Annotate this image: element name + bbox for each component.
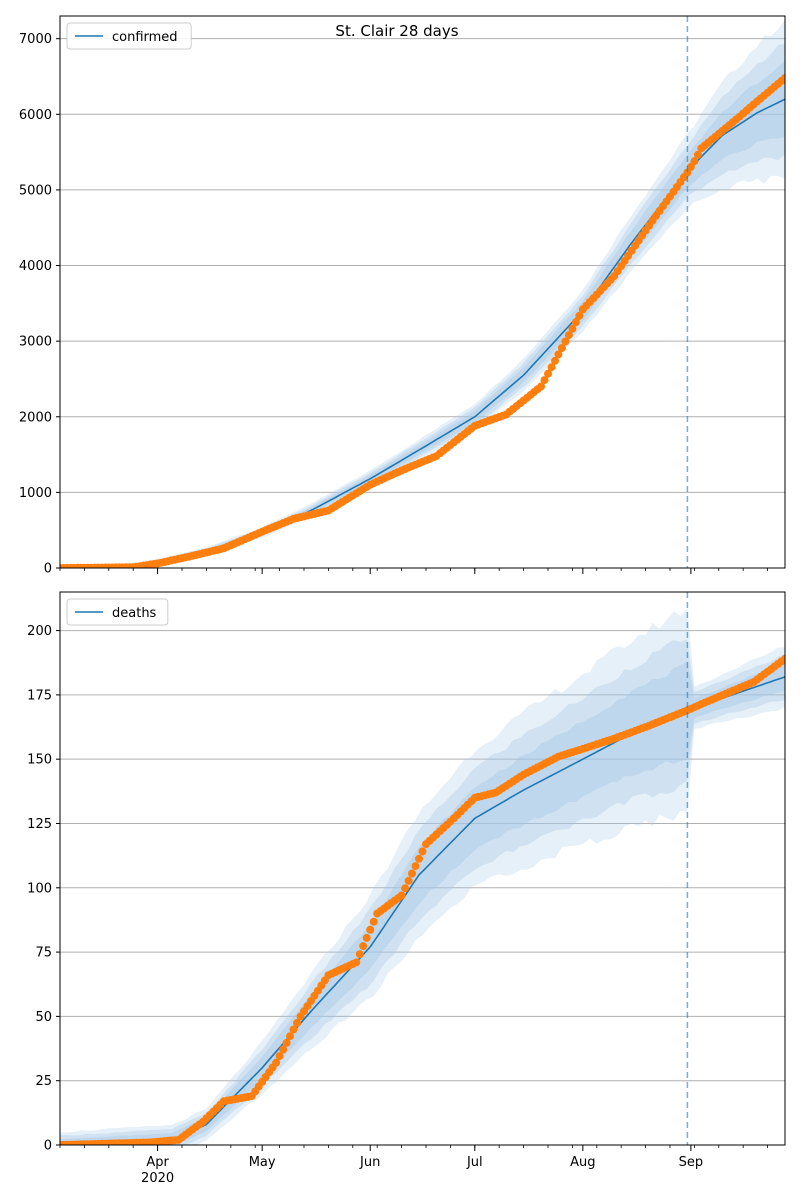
uncertainty-band	[60, 661, 785, 1145]
observed-point	[544, 369, 552, 378]
observed-point	[293, 1019, 301, 1027]
confirmed-panel: 0 1000 2000 3000 4000 5000 6000 7000 confirmed	[19, 15, 786, 577]
y-tick-label: 0	[44, 562, 52, 577]
legend-box	[66, 598, 169, 626]
observed-point	[781, 74, 785, 82]
observed-point	[418, 847, 427, 856]
uncertainty-band	[60, 44, 785, 568]
y-tick-label: 0	[44, 1139, 52, 1154]
observed-point	[557, 344, 566, 352]
observed-point	[272, 1058, 281, 1067]
axes-frame	[59, 591, 786, 1146]
observed-point	[411, 862, 420, 871]
y-tick-label: 3000	[19, 335, 52, 350]
y-tick-label: 1000	[19, 486, 52, 501]
y-tick-label: 200	[27, 624, 52, 639]
observed-point	[564, 331, 573, 340]
y-tick-label: 100	[27, 881, 52, 896]
uncertainty-band	[60, 639, 785, 1145]
chart-title: St. Clair 28 days	[335, 22, 458, 40]
x-tick-year-label: 2020	[141, 1171, 174, 1186]
observed-point	[571, 318, 580, 327]
x-tick-label: Sep	[679, 1155, 704, 1170]
observed-point	[366, 925, 375, 934]
y-tick-label: 5000	[19, 183, 52, 198]
observed-point	[286, 1032, 294, 1041]
y-tick-label: 25	[35, 1074, 52, 1089]
x-tick-label: Jul	[466, 1155, 483, 1170]
observed-point	[415, 854, 423, 863]
observed-point	[401, 884, 410, 893]
y-tick-label: 125	[27, 817, 52, 832]
legend-box	[66, 22, 192, 50]
x-tick-label: Jun	[359, 1155, 380, 1170]
observed-point	[547, 363, 556, 372]
x-tick-label: Apr	[146, 1155, 169, 1170]
observed-point	[275, 1052, 284, 1061]
observed-point	[408, 869, 416, 878]
observed-point	[551, 356, 559, 365]
y-tick-label: 75	[35, 946, 52, 961]
observed-point	[540, 376, 549, 385]
observed-point	[781, 654, 785, 663]
legend: deaths	[66, 598, 169, 626]
observed-point	[537, 382, 545, 391]
observed-point	[369, 917, 378, 926]
y-tick-label: 50	[35, 1010, 52, 1025]
legend: confirmed	[66, 22, 192, 50]
observed-point	[289, 1025, 298, 1034]
observed-point	[355, 950, 364, 959]
observed-point	[561, 337, 570, 346]
y-tick-label: 7000	[19, 32, 52, 47]
observed-point	[690, 157, 699, 166]
legend-label: confirmed	[112, 30, 178, 45]
observed-point	[575, 311, 584, 320]
observed-point	[397, 891, 406, 900]
y-tick-label: 6000	[19, 108, 52, 123]
uncertainty-band	[60, 19, 785, 568]
y-tick-label: 2000	[19, 410, 52, 425]
legend-label: deaths	[112, 606, 157, 621]
x-tick-label: May	[249, 1155, 276, 1170]
observed-point	[693, 150, 702, 159]
y-tick-label: 175	[27, 688, 52, 703]
observed-point	[362, 933, 371, 942]
observed-point	[359, 942, 368, 951]
x-tick-label: Aug	[570, 1155, 595, 1170]
observed-point	[279, 1045, 288, 1054]
observed-point	[568, 324, 577, 333]
y-tick-label: 150	[27, 753, 52, 768]
plot-area	[60, 608, 785, 1145]
observed-point	[352, 958, 361, 967]
y-tick-label: 4000	[19, 259, 52, 274]
observed-point	[554, 350, 563, 359]
plot-area	[60, 19, 785, 568]
observed-point	[282, 1038, 291, 1047]
observed-point	[404, 876, 413, 885]
axes-frame	[59, 15, 786, 569]
